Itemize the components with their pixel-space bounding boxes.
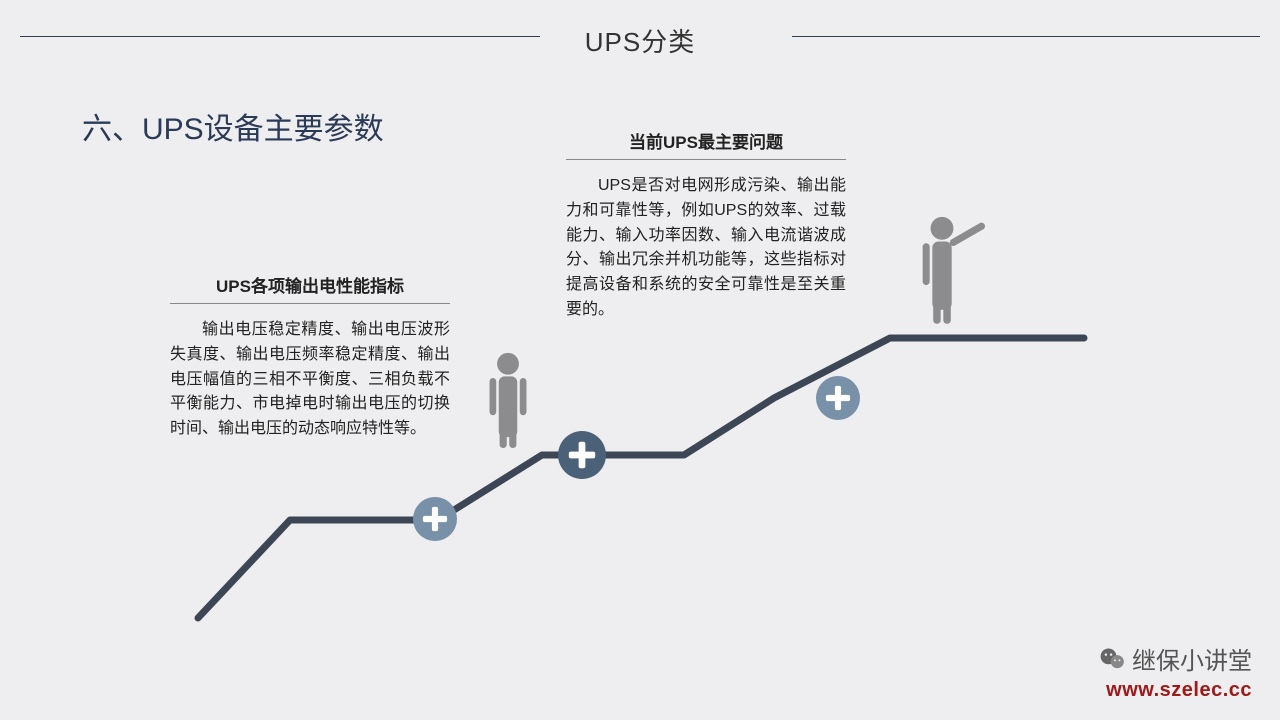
textbox-title-1: UPS各项输出电性能指标	[170, 272, 450, 304]
page-header-title: UPS分类	[585, 22, 695, 59]
textbox-issues: 当前UPS最主要问题 UPS是否对电网形成污染、输出能力和可靠性等，例如UPS的…	[566, 128, 846, 323]
textbox-title-2: 当前UPS最主要问题	[566, 128, 846, 160]
header-rule-left	[20, 36, 540, 37]
textbox-body-2: UPS是否对电网形成污染、输出能力和可靠性等，例如UPS的效率、过载能力、输入功…	[566, 174, 846, 323]
watermark-logo-text: 继保小讲堂	[1132, 641, 1252, 676]
watermark-logo: 继保小讲堂	[1098, 641, 1252, 676]
watermark-url: www.szelec.cc	[1106, 679, 1252, 702]
textbox-body-1: 输出电压稳定精度、输出电压波形失真度、输出电压频率稳定精度、输出电压幅值的三相不…	[170, 318, 450, 442]
section-number: 六、	[82, 113, 142, 146]
textbox-performance: UPS各项输出电性能指标 输出电压稳定精度、输出电压波形失真度、输出电压频率稳定…	[170, 272, 450, 442]
header-rule-right	[792, 36, 1260, 37]
section-heading: UPS设备主要参数	[142, 113, 384, 146]
section-title: 六、UPS设备主要参数	[82, 104, 384, 148]
wechat-icon	[1098, 645, 1126, 673]
